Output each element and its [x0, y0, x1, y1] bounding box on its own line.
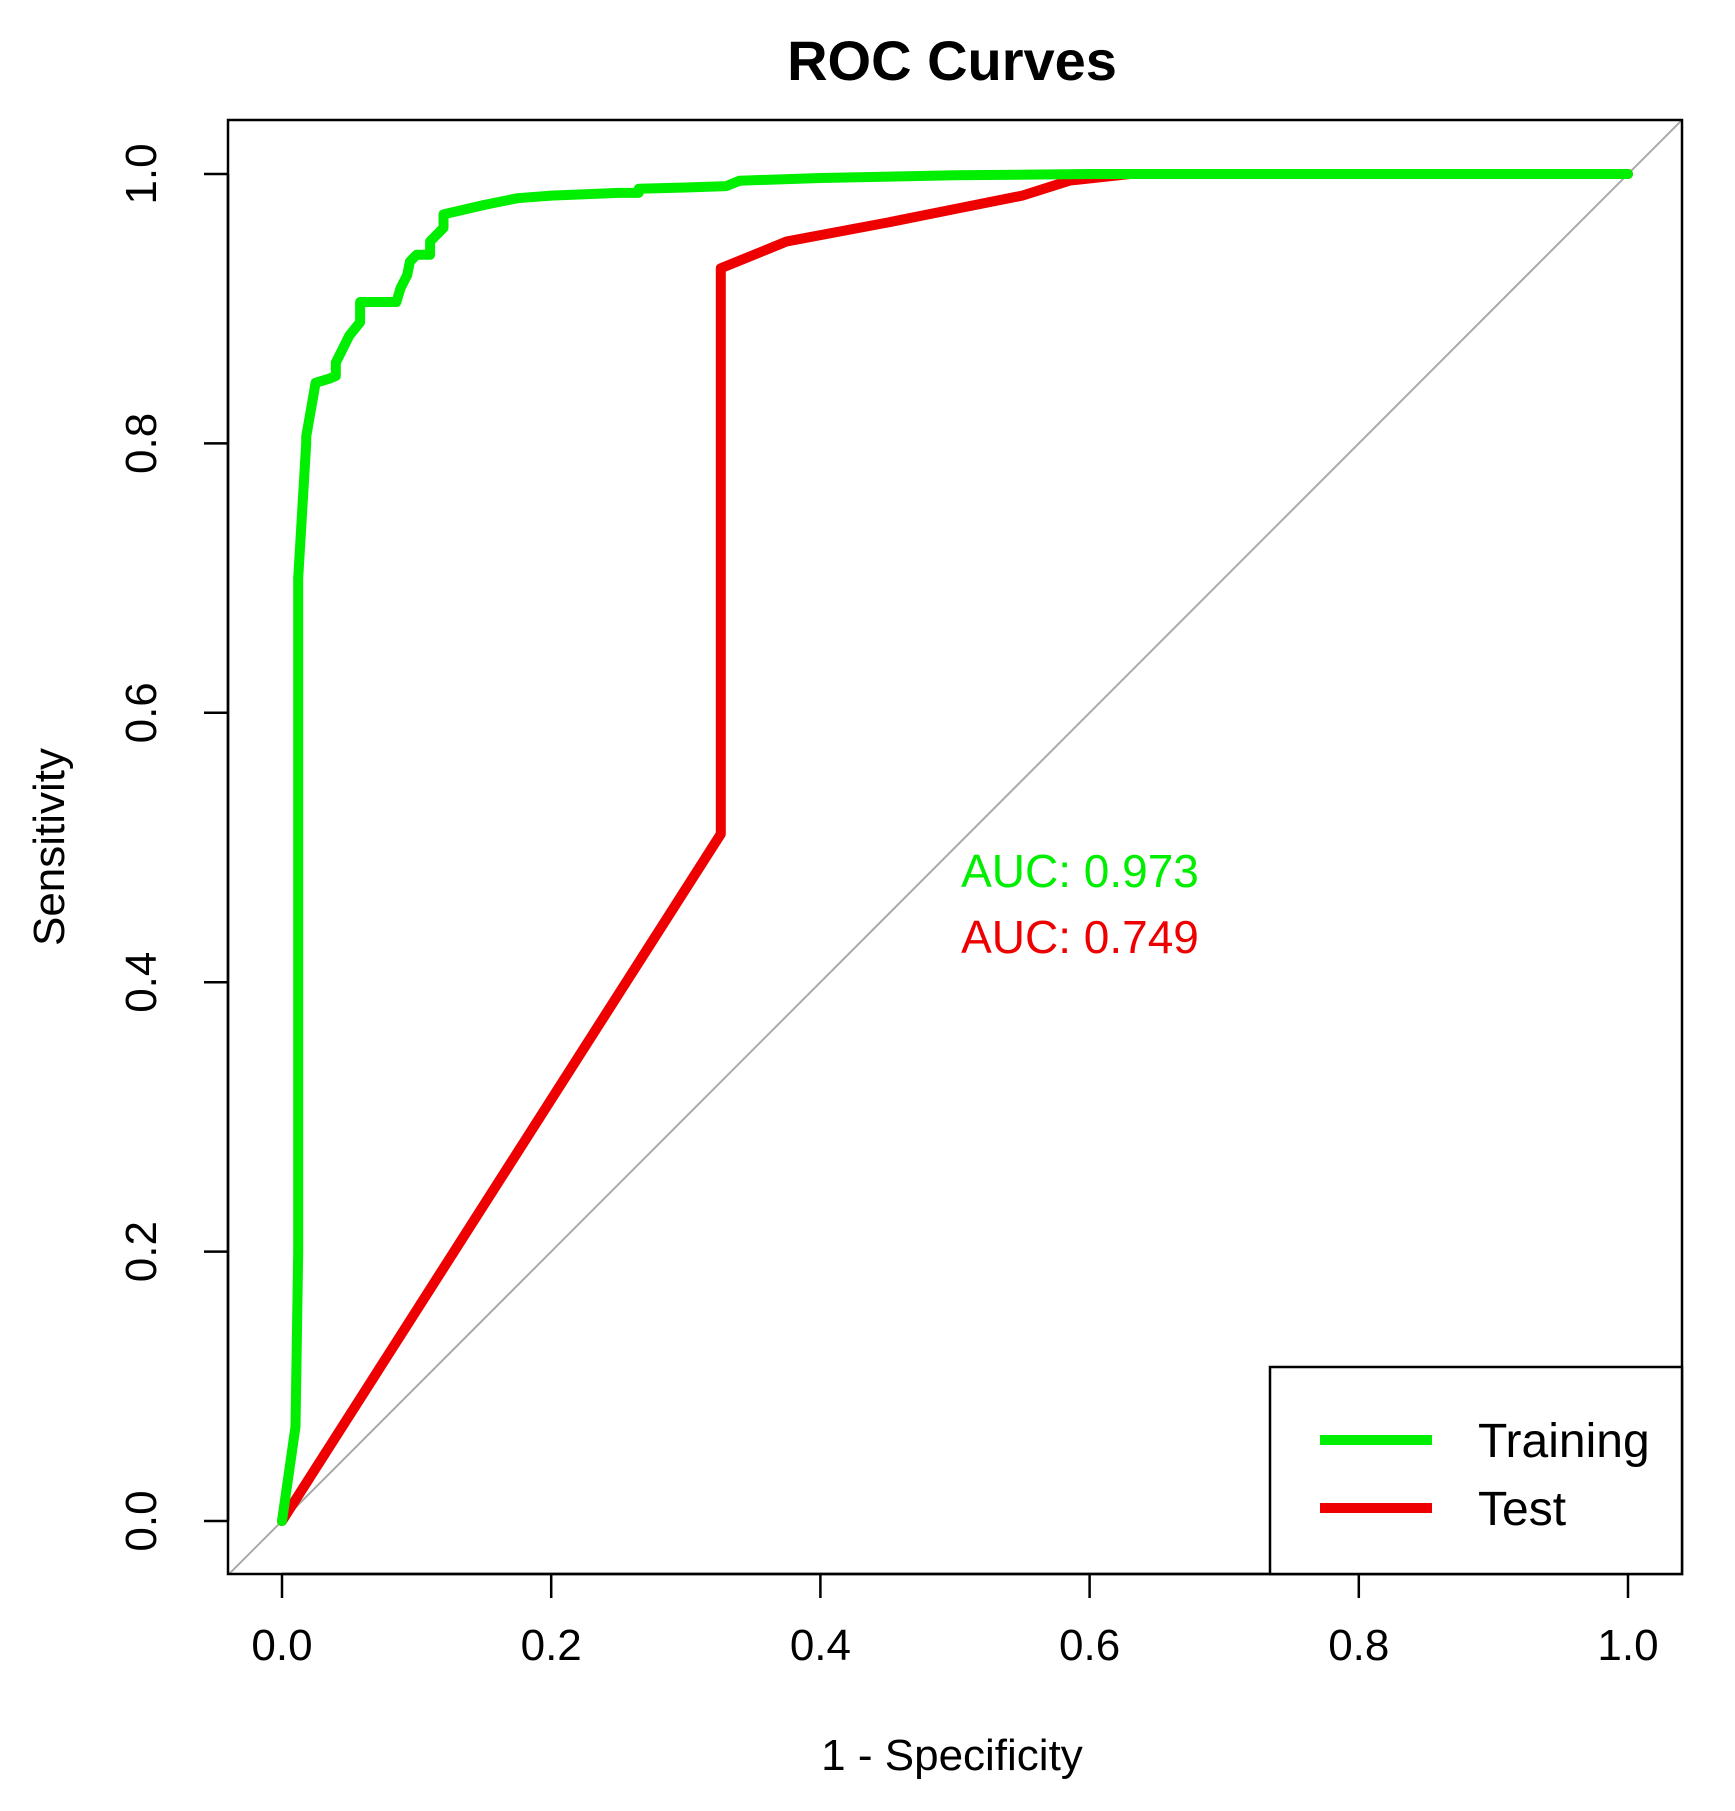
x-axis-label: 1 - Specificity: [821, 1731, 1083, 1780]
legend-label-training: Training: [1478, 1415, 1650, 1468]
x-tick-label: 0.4: [790, 1621, 851, 1670]
y-tick-label: 0.2: [117, 1221, 166, 1282]
x-tick-label: 0.0: [251, 1621, 312, 1670]
y-axis-label: Sensitivity: [25, 748, 74, 946]
auc-label-training: AUC: 0.973: [961, 845, 1199, 897]
legend-box: [1268, 1365, 1684, 1576]
legend: Training Test: [1268, 1365, 1684, 1576]
chart-title: ROC Curves: [787, 29, 1117, 92]
y-axis: 0.0 0.2 0.4 0.6 0.8 1.0: [117, 143, 230, 1552]
x-tick-label: 0.2: [521, 1621, 582, 1670]
x-tick-label: 0.6: [1059, 1621, 1120, 1670]
auc-label-test: AUC: 0.749: [961, 911, 1199, 963]
y-tick-label: 0.6: [117, 682, 166, 743]
y-tick-label: 0.0: [117, 1490, 166, 1551]
x-tick-label: 0.8: [1328, 1621, 1389, 1670]
x-axis: 0.0 0.2 0.4 0.6 0.8 1.0: [251, 1572, 1659, 1670]
legend-label-test: Test: [1478, 1483, 1566, 1536]
x-tick-label: 1.0: [1597, 1621, 1658, 1670]
y-tick-label: 0.4: [117, 952, 166, 1013]
roc-line-training: [277, 169, 1633, 1526]
y-tick-label: 1.0: [117, 143, 166, 204]
reference-diagonal-line: [228, 120, 1682, 1574]
y-tick-label: 0.8: [117, 413, 166, 474]
